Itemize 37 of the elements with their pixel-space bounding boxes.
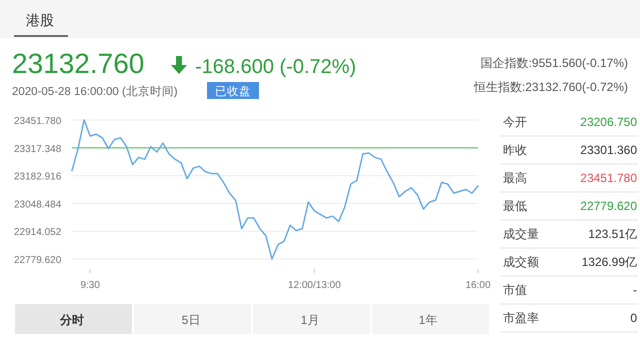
text: 恒生指数:23132.760(-0.72%) <box>472 80 628 94</box>
text: 分时 <box>59 313 84 327</box>
category-label: 昨收 <box>503 143 527 157</box>
text: 1年 <box>418 313 438 327</box>
text: 国企指数:9551.560(-0.17%) <box>480 56 628 70</box>
text: 123.51亿 <box>588 227 637 241</box>
y-tick-label: 22914.052 <box>14 227 62 238</box>
y-tick-label: 23451.780 <box>14 116 62 127</box>
text: 23301.360 <box>580 143 637 157</box>
line-series <box>71 119 479 260</box>
category-label: 市盈率 <box>503 311 539 325</box>
text: - <box>633 283 637 297</box>
text: 5日 <box>182 313 200 327</box>
category-label: 成交额 <box>503 255 539 269</box>
text: 港股 <box>26 12 54 28</box>
category-label: 今开 <box>503 115 527 129</box>
y-tick-label: 23048.484 <box>14 199 62 210</box>
y-tick-label: 22779.620 <box>14 255 62 266</box>
text: 已收盘 <box>215 85 251 98</box>
text: 1月 <box>300 313 320 327</box>
text: 23206.750 <box>580 115 637 129</box>
text: 1326.99亿 <box>582 255 637 269</box>
category-label: 最低 <box>503 199 527 213</box>
y-tick-label: 23317.348 <box>14 144 62 155</box>
text: 2020-05-28 16:00:00 (北京时间) <box>12 84 178 98</box>
y-tick-label: 23182.916 <box>14 172 62 183</box>
x-tick-label: 16:00 <box>465 280 491 291</box>
text: 23132.760 <box>12 48 144 79</box>
category-label: 最高 <box>503 171 527 185</box>
text: 23451.780 <box>580 171 637 185</box>
category-label: 市值 <box>503 283 527 297</box>
x-tick-label: 9:30 <box>80 280 100 291</box>
text: 22779.620 <box>580 199 637 213</box>
x-tick-label: 12:00/13:00 <box>288 280 342 291</box>
category-label: 成交量 <box>503 227 539 241</box>
text: -168.600 (-0.72%) <box>195 56 356 78</box>
text: 0 <box>630 311 637 325</box>
